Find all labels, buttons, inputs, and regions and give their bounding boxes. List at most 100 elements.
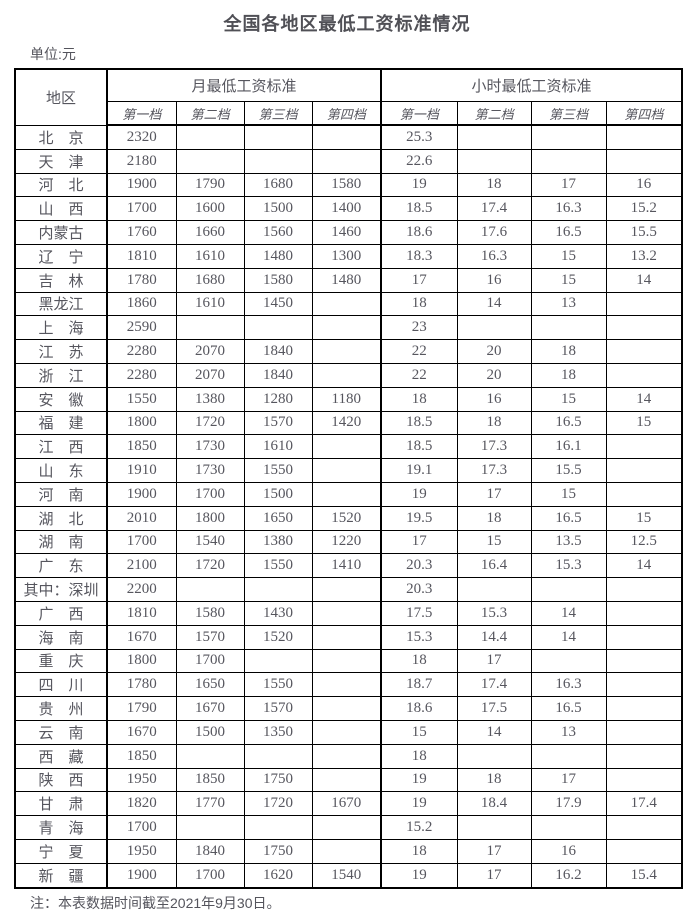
monthly-value-cell: 1450	[243, 291, 313, 317]
monthly-value-cell	[311, 743, 383, 769]
table-row: 湖 北 2010 1800 1650 1520 19.5 18 16.5 15	[14, 505, 683, 531]
monthly-value-cell	[311, 838, 383, 864]
monthly-section-header: 月最低工资标准	[106, 68, 383, 102]
table-row: 西 藏 1850 18	[14, 743, 683, 769]
table-row: 其中：深圳 2200 20.3	[14, 577, 683, 602]
monthly-value-cell	[175, 815, 245, 840]
hourly-value-cell: 17.4	[456, 196, 532, 222]
monthly-value-cell	[311, 815, 383, 840]
hourly-value-cell: 17	[456, 838, 532, 864]
header-tier-row: 第一档 第二档 第三档 第四档 第一档 第二档 第三档 第四档	[15, 101, 683, 126]
region-cell: 河 南	[14, 481, 108, 507]
hourly-value-cell: 19	[380, 481, 458, 507]
monthly-value-cell: 1520	[243, 624, 313, 650]
hourly-value-cell	[605, 148, 683, 174]
table-row: 海 南 1670 1570 1520 15.3 14.4 14	[14, 624, 683, 650]
monthly-value-cell: 2280	[106, 339, 177, 364]
hourly-value-cell: 20	[456, 339, 532, 364]
table-row: 甘 肃 1820 1770 1720 1670 19 18.4 17.9 17.4	[14, 791, 683, 817]
hourly-value-cell: 19	[380, 791, 458, 817]
monthly-value-cell: 1750	[243, 838, 313, 864]
monthly-value-cell: 2010	[106, 505, 177, 531]
monthly-value-cell: 1820	[106, 791, 177, 817]
region-cell: 其中：深圳	[14, 577, 108, 602]
hourly-value-cell: 19	[380, 172, 458, 198]
hourly-value-cell: 16.5	[530, 220, 607, 245]
table-row: 贵 州 1790 1670 1570 18.6 17.5 16.5	[14, 696, 683, 721]
hourly-value-cell: 13.5	[530, 529, 607, 555]
hourly-value-cell: 18.6	[380, 220, 458, 245]
region-cell: 黑龙江	[14, 291, 108, 317]
hourly-value-cell: 17.5	[456, 696, 532, 721]
hourly-value-cell	[605, 624, 683, 650]
hourly-value-cell: 16.3	[456, 243, 532, 269]
region-cell: 北 京	[14, 124, 108, 150]
hourly-value-cell: 16.5	[530, 696, 607, 721]
monthly-value-cell: 2070	[175, 362, 245, 388]
hourly-value-cell: 13.2	[605, 243, 683, 269]
monthly-value-cell	[311, 362, 383, 388]
monthly-value-cell: 1570	[243, 696, 313, 721]
hourly-value-cell	[605, 648, 683, 674]
monthly-value-cell: 1840	[243, 362, 313, 388]
table-row: 吉 林 1780 1680 1580 1480 17 16 15 14	[14, 267, 683, 293]
monthly-value-cell	[311, 577, 383, 602]
monthly-value-cell	[175, 315, 245, 341]
hourly-value-cell	[456, 315, 532, 341]
hourly-value-cell: 15	[605, 505, 683, 531]
hourly-value-cell	[530, 815, 607, 840]
region-cell: 海 南	[14, 624, 108, 650]
monthly-value-cell: 1300	[311, 243, 383, 269]
monthly-value-cell: 1800	[106, 648, 177, 674]
hourly-value-cell: 17.9	[530, 791, 607, 817]
hourly-value-cell: 16	[456, 267, 532, 293]
monthly-value-cell	[175, 124, 245, 150]
region-cell: 四 川	[14, 672, 108, 698]
hourly-value-cell: 16.5	[530, 505, 607, 531]
table-row: 上 海 2590 23	[14, 315, 683, 341]
hourly-value-cell: 20.3	[380, 553, 458, 579]
monthly-value-cell	[311, 148, 383, 174]
hourly-tier3-header: 第三档	[530, 101, 607, 126]
monthly-value-cell: 1550	[243, 458, 313, 483]
hourly-value-cell: 22.6	[380, 148, 458, 174]
hourly-value-cell: 15.5	[530, 458, 607, 483]
monthly-value-cell: 1620	[243, 862, 313, 889]
monthly-value-cell: 1570	[175, 624, 245, 650]
region-cell: 广 东	[14, 553, 108, 579]
hourly-value-cell: 15	[530, 243, 607, 269]
hourly-section-header: 小时最低工资标准	[380, 68, 683, 102]
hourly-value-cell	[530, 577, 607, 602]
hourly-value-cell: 16.3	[530, 196, 607, 222]
footnote: 注：本表数据时间截至2021年9月30日。	[30, 894, 281, 911]
monthly-value-cell	[311, 124, 383, 150]
monthly-value-cell: 1900	[106, 481, 177, 507]
monthly-value-cell	[311, 624, 383, 650]
monthly-value-cell	[311, 696, 383, 721]
hourly-value-cell: 17	[530, 767, 607, 793]
hourly-value-cell: 15	[380, 719, 458, 745]
monthly-value-cell: 1730	[175, 458, 245, 483]
table-row: 河 北 1900 1790 1680 1580 19 18 17 16	[14, 172, 683, 198]
hourly-value-cell: 22	[380, 339, 458, 364]
table-row: 内蒙古 1760 1660 1560 1460 18.6 17.6 16.5 15.5	[14, 220, 683, 245]
monthly-value-cell: 1220	[311, 529, 383, 555]
monthly-value-cell: 2320	[106, 124, 177, 150]
monthly-value-cell: 1700	[175, 481, 245, 507]
monthly-value-cell: 1460	[311, 220, 383, 245]
monthly-value-cell	[311, 767, 383, 793]
unit-label: 单位:元	[30, 46, 76, 62]
hourly-value-cell: 18	[380, 291, 458, 317]
hourly-value-cell: 17	[456, 648, 532, 674]
region-cell: 重 庆	[14, 648, 108, 674]
region-cell: 广 西	[14, 600, 108, 626]
hourly-value-cell: 15	[530, 386, 607, 412]
monthly-value-cell: 1850	[106, 434, 177, 460]
hourly-value-cell	[605, 719, 683, 745]
table-row: 河 南 1900 1700 1500 19 17 15	[14, 481, 683, 507]
hourly-value-cell	[605, 291, 683, 317]
monthly-tier3-header: 第三档	[243, 101, 313, 126]
table-row: 福 建 1800 1720 1570 1420 18.5 18 16.5 15	[14, 410, 683, 436]
monthly-tier1-header: 第一档	[106, 101, 177, 126]
monthly-value-cell: 1670	[175, 696, 245, 721]
